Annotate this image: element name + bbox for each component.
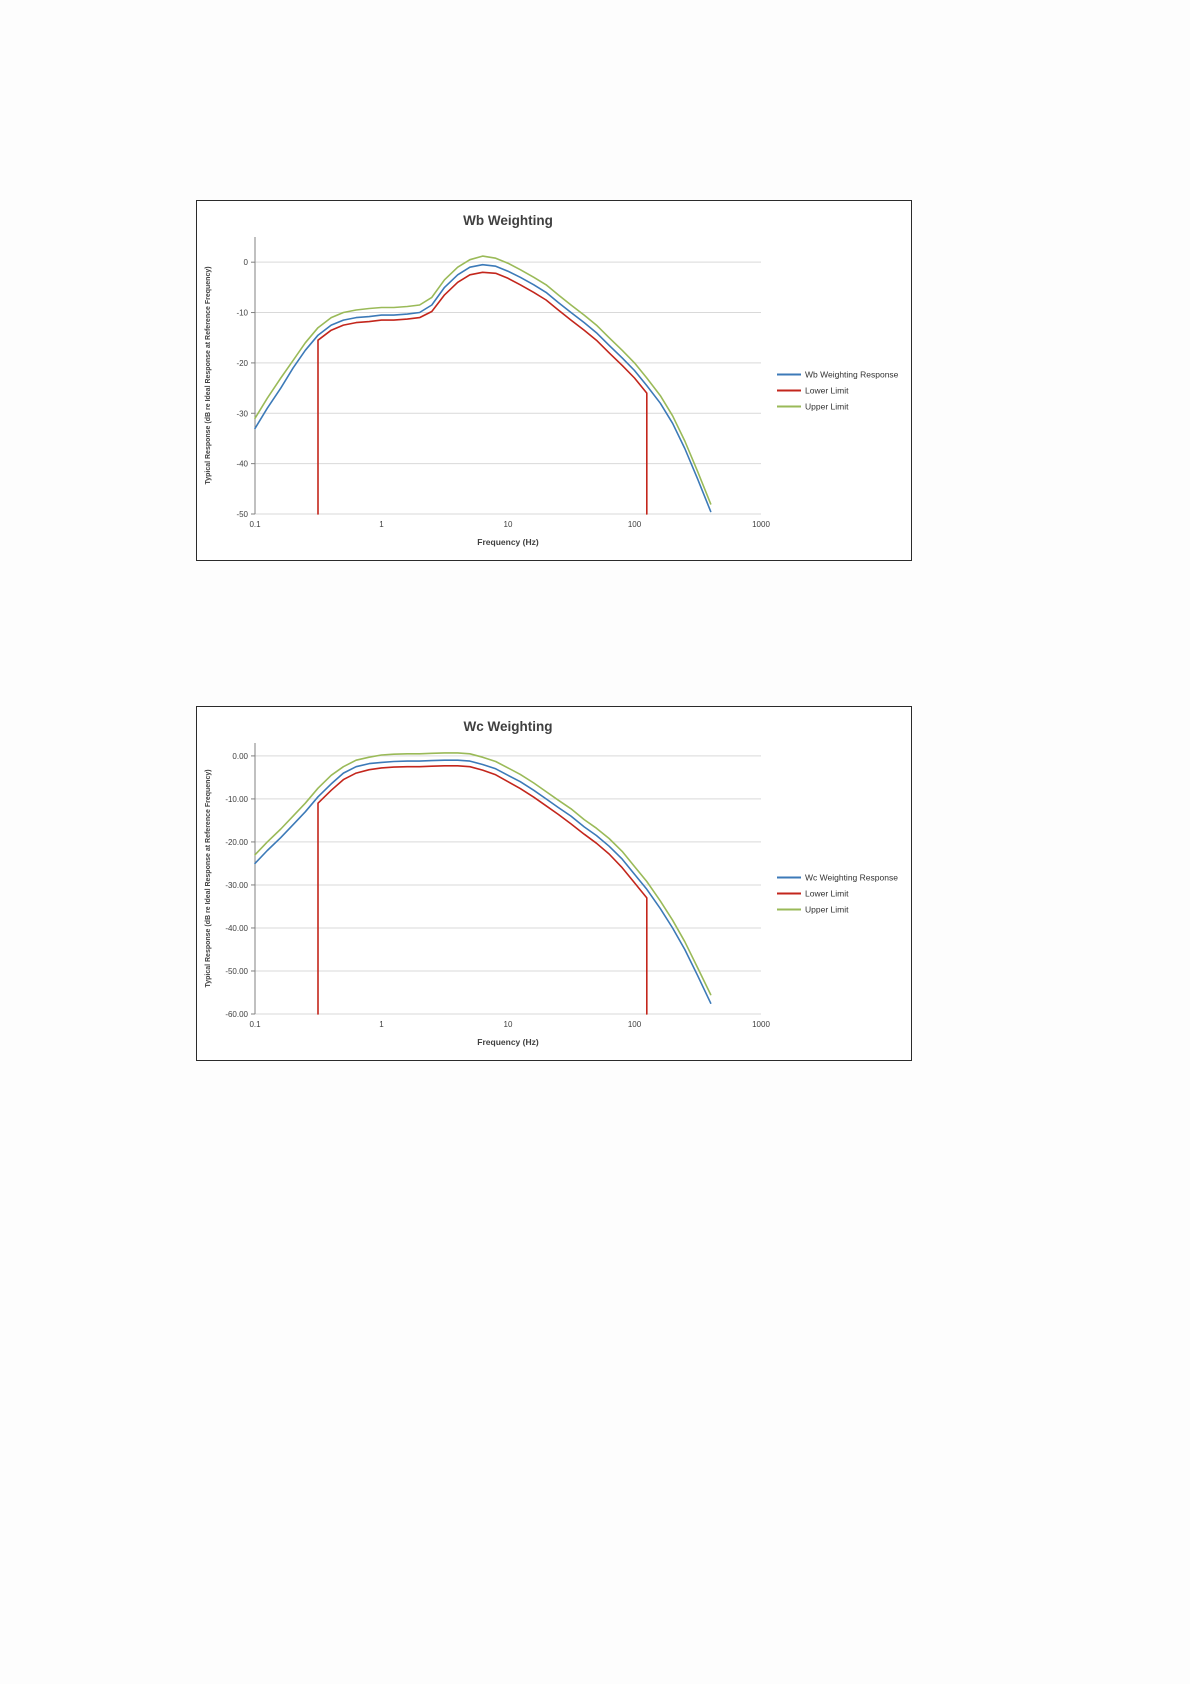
x-axis-label: Frequency (Hz) (477, 537, 539, 547)
x-tick-label: 1000 (752, 1020, 770, 1029)
x-tick-label: 1 (379, 520, 384, 529)
x-tick-label: 100 (628, 520, 642, 529)
y-tick-label: -30.00 (225, 881, 248, 890)
y-tick-label: 0 (244, 258, 249, 267)
series-wc-weighting-response (254, 759, 712, 1005)
x-tick-label: 1000 (752, 520, 770, 529)
legend-label: Wc Weighting Response (805, 873, 898, 883)
legend-label: Lower Limit (805, 889, 849, 899)
y-axis-label: Typical Response (dB re Ideal Response a… (205, 266, 212, 484)
x-axis-label: Frequency (Hz) (477, 1037, 539, 1047)
series-lower-limit (317, 271, 648, 515)
wb-weighting-svg: 0 -10 -20 -30 -40 -500.1 1 10 100 1000 Wb Weightin… (205, 213, 899, 547)
x-tick-label: 100 (628, 1020, 642, 1029)
legend-label: Upper Limit (805, 905, 849, 915)
wc-weighting-svg: 0.00 -10.00 -20.00 -30.00 -40.00 -50.00 -60.00… (205, 719, 898, 1047)
x-tick-label: 0.1 (249, 520, 261, 529)
y-tick-label: -40 (236, 460, 248, 469)
legend-label: Lower Limit (805, 386, 849, 396)
x-tick-label: 10 (504, 1020, 513, 1029)
legend-label: Wb Weighting Response (805, 370, 899, 380)
y-tick-label: -50.00 (225, 967, 248, 976)
series-upper-limit (254, 752, 712, 996)
y-tick-label: -10.00 (225, 795, 248, 804)
series-upper-limit (254, 255, 712, 505)
y-tick-label: -40.00 (225, 924, 248, 933)
x-tick-label: 10 (504, 520, 513, 529)
wb-weighting-chart-image: 0 -10 -20 -30 -40 -50 0.1 1 10 100 1000 Wb Weightin… (196, 200, 912, 561)
chart-title: Wb Weighting (463, 213, 553, 228)
y-tick-label: -60.00 (225, 1010, 248, 1019)
y-tick-label: 0.00 (232, 752, 248, 761)
y-tick-label: -30 (236, 409, 248, 418)
y-tick-label: -50 (236, 510, 248, 519)
x-tick-label: 1 (379, 1020, 384, 1029)
wc-weighting-chart-image: 0.00 -10.00 -20.00 -30.00 -40.00 -50.00 -60.00… (196, 706, 912, 1061)
x-tick-label: 0.1 (249, 1020, 261, 1029)
y-tick-label: -20.00 (225, 838, 248, 847)
series-wb-weighting-response (254, 263, 712, 513)
series-lower-limit (317, 764, 648, 1015)
legend-label: Upper Limit (805, 402, 849, 412)
y-axis-label: Typical Response (dB re Ideal Response a… (205, 769, 212, 987)
chart-title: Wc Weighting (464, 719, 553, 734)
y-tick-label: -20 (236, 359, 248, 368)
y-tick-label: -10 (236, 309, 248, 318)
